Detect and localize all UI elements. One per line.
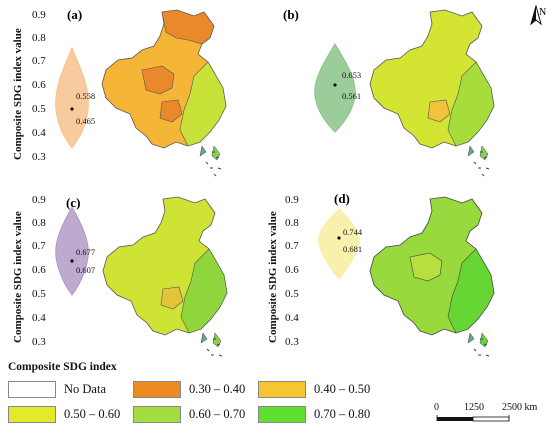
median-point-d: [337, 236, 341, 240]
north-label: N: [539, 7, 546, 18]
violin-upper-value-c: 0.677: [76, 247, 95, 257]
tick-0.4: 0.4: [285, 312, 299, 324]
scale-bar-graphic: [436, 415, 510, 422]
map-china-c: [102, 196, 228, 357]
map-china-d: [369, 196, 495, 357]
violin-lower-value-a: 0.465: [76, 116, 95, 126]
tick-0.5: 0.5: [285, 288, 299, 300]
violin-plot-d: 0.9 0.8 0.7 0.6 0.5 0.4 0.3 0.744 0.681 …: [285, 191, 495, 357]
panel-c: Composite SDG index value 0.9 0.8 0.7 0.…: [0, 185, 275, 360]
violin-shape-b: [314, 43, 356, 133]
map-china-a: [101, 9, 227, 177]
legend-label: 0.60 – 0.70: [189, 407, 246, 421]
tick-0.5: 0.5: [32, 103, 46, 115]
north-arrow-icon: N: [530, 4, 546, 26]
violin-shape-c: [55, 205, 89, 296]
legend-title: Composite SDG index: [8, 361, 117, 373]
panel-letter-d: (d): [334, 191, 350, 206]
map-china-b: [369, 9, 495, 177]
legend-label: 0.40 – 0.50: [314, 382, 371, 396]
panel-a: Composite SDG index value 0.9 0.8 0.7 0.…: [0, 0, 275, 185]
legend-swatch: [133, 406, 181, 423]
violin-plot-a: 0.9 0.8 0.7 0.6 0.5 0.4 0.3 0.558 0.465 …: [32, 7, 227, 177]
violin-plot-c: 0.9 0.8 0.7 0.6 0.5 0.4 0.3 0.677 0.607 …: [32, 194, 228, 357]
violin-shape-a: [55, 46, 89, 149]
violin-upper-value-d: 0.744: [343, 227, 363, 237]
legend-swatch: [8, 406, 56, 423]
violin-lower-value-b: 0.561: [342, 91, 361, 101]
tick-0.9: 0.9: [285, 194, 299, 206]
tick-0.6: 0.6: [32, 79, 46, 91]
tick-0.7: 0.7: [32, 55, 46, 67]
tick-0.8: 0.8: [32, 217, 46, 229]
scale-label-0: 0: [434, 402, 439, 413]
scale-label-2500: 2500 km: [502, 402, 538, 413]
tick-0.9: 0.9: [32, 9, 46, 21]
panel-letter-b: (b): [283, 7, 299, 22]
violin-lower-value-d: 0.681: [343, 244, 362, 254]
violin-shape-d: [318, 208, 360, 280]
legend-swatch: [8, 381, 56, 398]
violin-upper-value-a: 0.558: [76, 91, 95, 101]
tick-0.3: 0.3: [32, 151, 46, 163]
violin-lower-value-c: 0.607: [76, 265, 95, 275]
violin-upper-value-b: 0.653: [342, 70, 361, 80]
panel-letter-a: (a): [67, 7, 82, 22]
y-axis-ticks: 0.9 0.8 0.7 0.6 0.5 0.4 0.3: [32, 9, 46, 163]
tick-0.7: 0.7: [32, 240, 46, 252]
tick-0.8: 0.8: [285, 217, 299, 229]
legend-label: No Data: [64, 382, 106, 396]
tick-0.9: 0.9: [32, 194, 46, 206]
tick-0.4: 0.4: [32, 312, 46, 324]
tick-0.3: 0.3: [32, 336, 46, 348]
panel-letter-c: (c): [66, 195, 80, 210]
legend-label: 0.30 – 0.40: [189, 382, 246, 396]
legend-swatch: [258, 381, 306, 398]
median-point-c: [70, 259, 74, 263]
panel-d: Composite SDG index value 0.9 0.8 0.7 0.…: [263, 185, 550, 360]
tick-0.8: 0.8: [32, 32, 46, 44]
legend-label: 0.70 – 0.80: [314, 407, 371, 421]
tick-0.3: 0.3: [285, 336, 299, 348]
scale-bar: 0 1250 2500 km: [432, 402, 544, 424]
tick-0.6: 0.6: [285, 264, 299, 276]
tick-0.4: 0.4: [32, 127, 46, 139]
tick-0.6: 0.6: [32, 264, 46, 276]
panel-b: 0.653 0.561 (b) N: [275, 0, 550, 185]
tick-0.7: 0.7: [285, 240, 299, 252]
legend-swatch: [258, 406, 306, 423]
violin-plot-b: 0.653 0.561 (b) N: [283, 4, 546, 177]
tick-0.5: 0.5: [32, 288, 46, 300]
scale-label-1250: 1250: [464, 402, 484, 413]
legend-label: 0.50 – 0.60: [64, 407, 121, 421]
median-point-a: [70, 107, 74, 111]
median-point-b: [333, 83, 337, 87]
legend-swatch: [133, 381, 181, 398]
